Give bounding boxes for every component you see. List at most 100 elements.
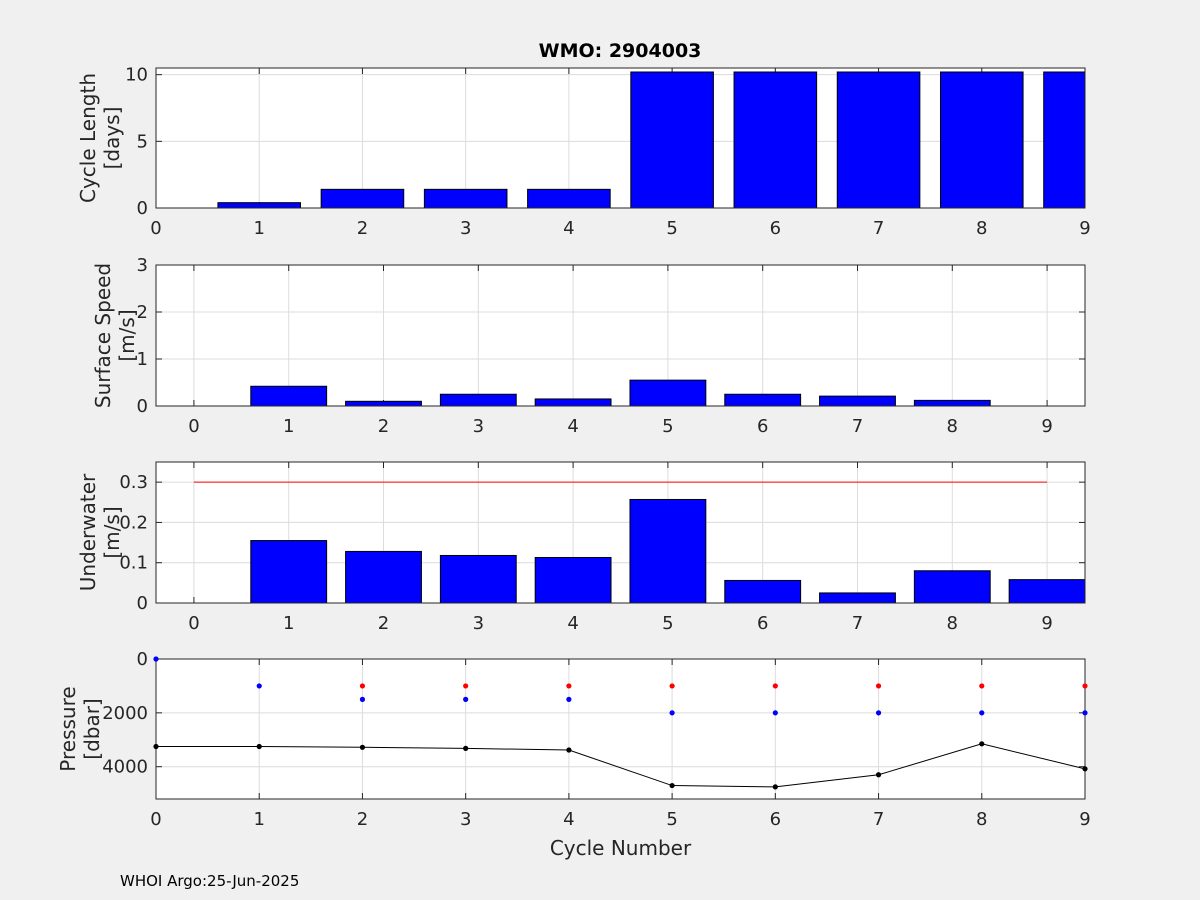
y-tick-label: 4000 [102, 757, 148, 778]
bar [630, 71, 714, 208]
data-point [463, 745, 469, 751]
x-tick-label: 3 [460, 809, 471, 830]
y-tick-label: 0 [137, 396, 148, 417]
bar [819, 395, 896, 406]
data-point [566, 747, 572, 753]
data-point [875, 710, 882, 716]
x-tick-label: 5 [662, 613, 673, 634]
x-tick-label: 7 [873, 809, 884, 830]
data-point [359, 683, 366, 689]
bar [1008, 579, 1085, 603]
x-tick-label: 1 [253, 218, 264, 239]
x-tick-label: 0 [150, 218, 161, 239]
x-tick-label: 5 [666, 809, 677, 830]
bar [913, 570, 991, 603]
bar [320, 188, 405, 208]
plot-area [156, 659, 1085, 799]
y-tick-label: 1 [137, 349, 148, 370]
y-tick-label: 0 [137, 649, 148, 670]
y-tick-label: 0.1 [119, 553, 148, 574]
y-tick-label: 0 [137, 593, 148, 614]
x-tick-label: 8 [947, 416, 958, 437]
bar [250, 540, 328, 603]
y-tick-label: 3 [137, 255, 148, 276]
x-tick-label: 2 [357, 218, 368, 239]
data-point [359, 696, 366, 702]
data-layer [250, 379, 991, 406]
data-point [875, 683, 882, 689]
y-axis-label: Cycle Length[days] [76, 73, 124, 203]
plot-area [156, 68, 1085, 208]
data-point [772, 710, 778, 716]
bar [1043, 71, 1085, 208]
data-layer [156, 743, 1085, 788]
x-tick-label: 3 [460, 218, 471, 239]
y-tick-label: 0.3 [119, 472, 148, 493]
bar [345, 400, 422, 406]
bar [534, 556, 612, 603]
plot-area [156, 265, 1085, 406]
x-tick-label: 7 [852, 416, 863, 437]
data-point [979, 683, 985, 689]
data-point [463, 696, 469, 702]
bar [345, 550, 422, 603]
x-tick-label: 6 [757, 416, 768, 437]
x-tick-label: 8 [947, 613, 958, 634]
data-point [256, 683, 262, 689]
bar [250, 385, 328, 406]
plot-border [155, 658, 1086, 800]
y-axis-label: Underwater[m/s] [76, 473, 124, 591]
x-tick-label: 9 [1041, 416, 1052, 437]
x-tick-label: 7 [852, 613, 863, 634]
bar [527, 188, 611, 208]
y-axis-label: Surface Speed[m/s] [91, 263, 139, 408]
x-axis-label: Cycle Number [550, 836, 692, 860]
x-tick-label: 2 [378, 613, 389, 634]
x-tick-label: 8 [976, 218, 987, 239]
bar [939, 71, 1024, 208]
bar [439, 554, 517, 603]
data-layer [193, 481, 1085, 603]
bar [217, 202, 302, 208]
x-tick-label: 2 [378, 416, 389, 437]
bar [836, 71, 921, 208]
y-tick-label: 2 [137, 302, 148, 323]
x-tick-label: 3 [473, 613, 484, 634]
x-tick-label: 9 [1079, 218, 1090, 239]
x-tick-label: 6 [770, 809, 781, 830]
x-tick-label: 4 [563, 809, 574, 830]
data-point [153, 656, 159, 662]
data-point [463, 683, 469, 689]
data-point [566, 696, 572, 702]
x-tick-label: 0 [188, 416, 199, 437]
x-tick-label: 5 [666, 218, 677, 239]
x-tick-label: 6 [770, 218, 781, 239]
x-tick-label: 7 [873, 218, 884, 239]
y-tick-label: 0.2 [119, 512, 148, 533]
x-tick-label: 0 [150, 809, 161, 830]
bar [913, 399, 991, 406]
chart-title: WMO: 2904003 [539, 40, 702, 62]
x-tick-label: 1 [283, 416, 294, 437]
x-tick-label: 3 [473, 416, 484, 437]
data-point [669, 683, 675, 689]
x-tick-label: 1 [253, 809, 264, 830]
y-tick-label: 2000 [102, 703, 148, 724]
x-tick-label: 5 [662, 416, 673, 437]
x-tick-label: 2 [357, 809, 368, 830]
data-point [153, 743, 159, 750]
x-tick-label: 4 [563, 218, 574, 239]
plot-border [155, 67, 1086, 209]
x-tick-label: 6 [757, 613, 768, 634]
x-tick-label: 8 [976, 809, 987, 830]
x-tick-label: 1 [283, 613, 294, 634]
bar [724, 579, 802, 603]
bar [629, 379, 707, 406]
bar [629, 498, 707, 603]
data-point [1082, 766, 1088, 772]
